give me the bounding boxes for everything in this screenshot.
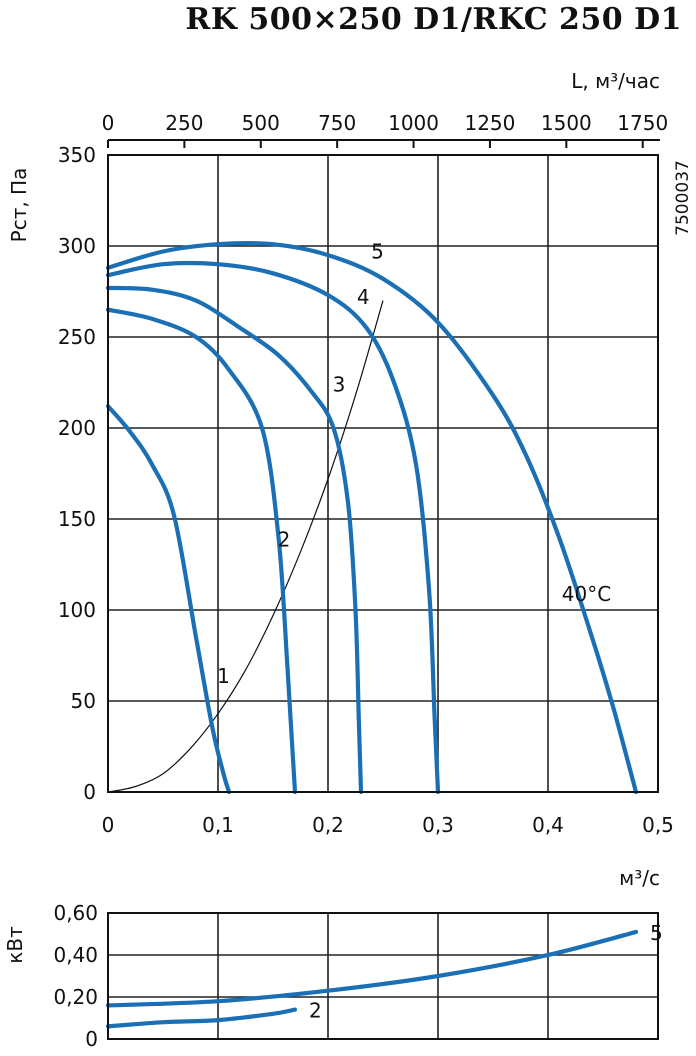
- y-tick-label: 350: [58, 143, 96, 167]
- y-tick-label: 200: [58, 416, 96, 440]
- x2-tick-label: 1750: [617, 111, 668, 135]
- curve-label: 1: [217, 664, 230, 688]
- power-y-tick-label: 0,20: [53, 985, 98, 1009]
- power-curve-label: 5: [650, 921, 663, 945]
- y-tick-label: 0: [83, 780, 96, 804]
- fan-curve-3: [105, 285, 364, 795]
- power-y-tick-label: 0,60: [53, 901, 98, 925]
- power-plot-frame: [107, 912, 659, 1040]
- y-tick-label: 250: [58, 325, 96, 349]
- system-curve: [107, 300, 384, 793]
- x2-tick-label: 0: [102, 111, 115, 135]
- curve-label: 40°C: [562, 582, 611, 606]
- curve-label: 4: [357, 285, 370, 309]
- power-y-axis-label: кВт: [3, 926, 27, 964]
- y-tick-label: 50: [71, 689, 96, 713]
- power-curves: [105, 929, 639, 1029]
- fan-curve-2: [105, 307, 298, 795]
- y-tick-label: 300: [58, 234, 96, 258]
- x-tick-label: 0,5: [642, 813, 674, 837]
- x-tick-label: 0,4: [532, 813, 564, 837]
- y-tick-label: 100: [58, 598, 96, 622]
- y-tick-label: 150: [58, 507, 96, 531]
- x2-tick-label: 1500: [541, 111, 592, 135]
- x2-tick-label: 500: [242, 111, 280, 135]
- power-curve-2: [105, 1007, 298, 1029]
- x2-tick-label: 250: [165, 111, 203, 135]
- fan-curve-1: [105, 404, 232, 795]
- power-curve-label: 2: [309, 999, 322, 1023]
- model-code: 7500037: [673, 160, 693, 236]
- chart-title: RK 500×250 D1/RKC 250 D1: [185, 2, 682, 37]
- x-tick-label: 0: [102, 813, 115, 837]
- curve-label: 2: [278, 527, 291, 551]
- power-curve-5: [105, 929, 639, 1008]
- curve-labels: 1 2 3 45 40°C: [217, 240, 611, 688]
- curve-label: 5: [371, 240, 384, 264]
- x-tick-label: 0,2: [312, 813, 344, 837]
- fan-curve-5: [105, 240, 639, 795]
- x2-tick-label: 1250: [464, 111, 515, 135]
- curve-label: 3: [333, 373, 346, 397]
- main-curves: [105, 240, 639, 795]
- fan-curve-4: [105, 260, 441, 795]
- x2-tick-label: 1000: [388, 111, 439, 135]
- power-y-tick-label: 0: [85, 1027, 98, 1051]
- power-curve-labels: 52: [309, 921, 663, 1023]
- x2-axis-label: L, м³/час: [571, 69, 660, 93]
- y-axis-label: Рст, Па: [7, 168, 31, 243]
- x-tick-label: 0,1: [202, 813, 234, 837]
- power-y-tick-label: 0,40: [53, 943, 98, 967]
- x-axis-label: м³/с: [619, 866, 660, 890]
- x2-tick-label: 750: [318, 111, 356, 135]
- main-plot-frame: [107, 154, 659, 793]
- x-tick-label: 0,3: [422, 813, 454, 837]
- power-ticks: 0 0,20 0,40 0,60: [53, 901, 98, 1051]
